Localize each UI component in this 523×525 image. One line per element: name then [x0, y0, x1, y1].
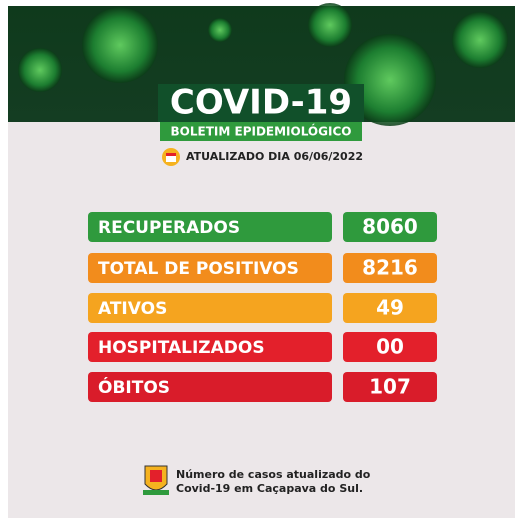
virus-decoration — [18, 3, 508, 126]
crest-icon — [143, 465, 169, 495]
label-box — [88, 212, 332, 242]
row-label: HOSPITALIZADOS — [98, 338, 265, 358]
value-box — [343, 253, 437, 283]
value-box — [343, 332, 437, 362]
title: COVID-19 — [170, 83, 352, 123]
value-box — [343, 293, 437, 323]
label-box — [88, 332, 332, 362]
label-box — [88, 293, 332, 323]
row-value: 107 — [369, 375, 411, 399]
subtitle-box — [160, 122, 362, 141]
row-label: ÓBITOS — [98, 376, 170, 398]
label-box — [88, 372, 332, 402]
row-label: ATIVOS — [98, 299, 167, 319]
footer-line: Número de casos atualizado do — [176, 468, 371, 481]
footer-line: Covid-19 em Caçapava do Sul. — [176, 482, 363, 495]
row-value: 49 — [376, 296, 404, 320]
row-value: 00 — [376, 335, 404, 359]
rows: RECUPERADOS 8060 TOTAL DE POSITIVOS 8216 ATI… — [88, 212, 437, 402]
updated-date: ATUALIZADO DIA 06/06/2022 — [186, 150, 363, 163]
label-box — [88, 253, 332, 283]
calendar-icon — [162, 148, 180, 166]
value-box — [343, 372, 437, 402]
row-value: 8060 — [362, 215, 418, 239]
row-label: RECUPERADOS — [98, 218, 240, 238]
row-label: TOTAL DE POSITIVOS — [98, 259, 299, 279]
row-value: 8216 — [362, 256, 418, 280]
title-box — [158, 84, 364, 122]
subtitle: BOLETIM EPIDEMIOLÓGICO — [171, 124, 352, 139]
value-box — [343, 212, 437, 242]
